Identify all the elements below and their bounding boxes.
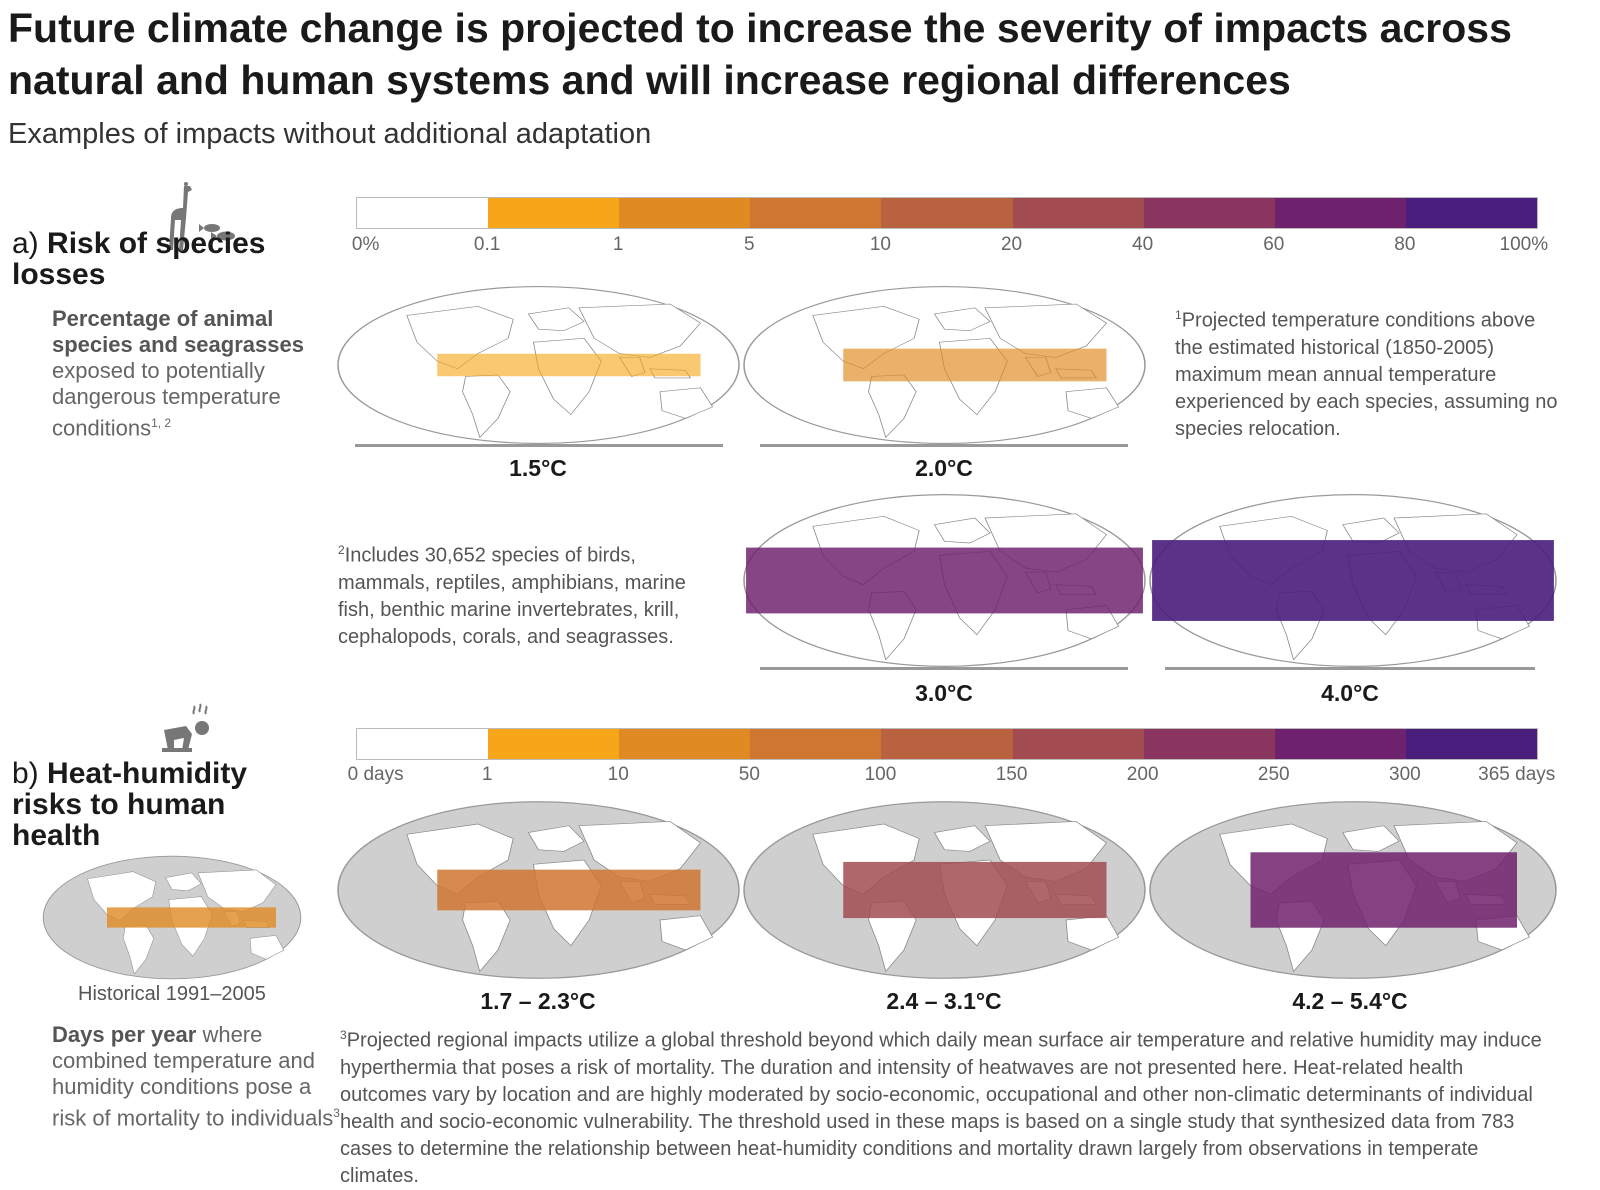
footnote-2: 2Includes 30,652 species of birds, mamma… bbox=[338, 537, 708, 651]
section-b-heading: b) Heat-humidity risks to human health bbox=[12, 758, 302, 851]
section-b-description: Days per year where combined temperature… bbox=[52, 1022, 342, 1131]
species-scale-swatch-2 bbox=[619, 198, 751, 228]
section-a-desc-sup: 1, 2 bbox=[151, 416, 172, 430]
days-scale-tick: 200 bbox=[1126, 764, 1159, 785]
species-loss-map bbox=[337, 285, 740, 445]
historical-map-label: Historical 1991–2005 bbox=[78, 983, 266, 1005]
section-b-desc-sup: 3 bbox=[333, 1106, 340, 1120]
species-scale-swatch-8 bbox=[1405, 198, 1537, 228]
species-scale-swatch-6 bbox=[1143, 198, 1275, 228]
section-a-desc-bold: Percentage of animal species and seagras… bbox=[52, 306, 304, 357]
species-loss-map-label: 1.5°C bbox=[509, 455, 567, 481]
days-scale-swatch-8 bbox=[1405, 729, 1537, 759]
species-scale-tick: 80 bbox=[1394, 234, 1416, 255]
footnote-3-marker: 3 bbox=[340, 1028, 347, 1042]
days-scale-tick: 365 days bbox=[1478, 764, 1556, 785]
species-scale-tick: 0.1 bbox=[473, 234, 501, 255]
days-scale-tick: 100 bbox=[864, 764, 897, 785]
footnote-2-text: Includes 30,652 species of birds, mammal… bbox=[338, 544, 686, 648]
days-scale-tick: 0 days bbox=[347, 764, 404, 785]
days-scale-swatch-1 bbox=[488, 729, 620, 759]
species-loss-map bbox=[743, 494, 1146, 667]
footnote-3: 3Projected regional impacts utilize a gl… bbox=[340, 1022, 1555, 1190]
species-scale-tick: 100% bbox=[1499, 234, 1549, 255]
section-a-letter: a) bbox=[12, 227, 39, 260]
section-b-desc-bold: Days per year bbox=[52, 1022, 197, 1047]
days-per-year-color-scale bbox=[356, 728, 1538, 760]
footnote-1-marker: 1 bbox=[1175, 308, 1182, 322]
days-scale-tick: 300 bbox=[1389, 764, 1421, 785]
species-scale-swatch-5 bbox=[1012, 198, 1144, 228]
days-scale-swatch-6 bbox=[1143, 729, 1275, 759]
footnote-2-marker: 2 bbox=[338, 543, 345, 557]
species-scale-swatch-3 bbox=[750, 198, 882, 228]
giraffe-fish-icon bbox=[162, 180, 242, 260]
heat-humidity-map bbox=[337, 801, 740, 979]
days-scale-tick: 50 bbox=[738, 764, 760, 785]
species-loss-scale-ticks: 0% 0.1 1 5 10 20 40 60 80 100% bbox=[352, 234, 1548, 258]
species-scale-tick: 10 bbox=[869, 234, 892, 255]
heat-humidity-map-label: 2.4 – 3.1°C bbox=[886, 988, 1002, 1014]
heat-stressed-person-icon bbox=[158, 702, 218, 754]
days-scale-swatch-3 bbox=[750, 729, 882, 759]
map-baseline bbox=[760, 444, 1128, 447]
days-scale-swatch-2 bbox=[619, 729, 751, 759]
species-scale-swatch-0 bbox=[357, 198, 489, 228]
map-baseline bbox=[355, 444, 723, 447]
footnote-1-text: Projected temperature conditions above t… bbox=[1175, 309, 1558, 440]
section-b-letter: b) bbox=[12, 757, 39, 790]
days-scale-tick: 150 bbox=[995, 764, 1028, 785]
species-scale-swatch-1 bbox=[488, 198, 620, 228]
section-b-title: Heat-humidity risks to human health bbox=[12, 757, 248, 852]
species-loss-map bbox=[1149, 494, 1557, 667]
species-scale-tick: 1 bbox=[612, 234, 624, 255]
species-scale-tick: 20 bbox=[1000, 234, 1023, 255]
species-scale-swatch-4 bbox=[881, 198, 1013, 228]
section-a-title: Risk of species losses bbox=[12, 227, 266, 291]
days-scale-swatch-4 bbox=[881, 729, 1013, 759]
section-a-desc-rest: exposed to potentially dangerous tempera… bbox=[52, 358, 281, 441]
species-scale-tick: 5 bbox=[744, 234, 755, 255]
species-loss-map bbox=[743, 285, 1146, 445]
days-scale-swatch-7 bbox=[1274, 729, 1406, 759]
footnote-1: 1Projected temperature conditions above … bbox=[1175, 302, 1560, 443]
species-loss-color-scale bbox=[356, 197, 1538, 229]
footnote-3-text: Projected regional impacts utilize a glo… bbox=[340, 1029, 1542, 1187]
species-loss-map-label: 4.0°C bbox=[1321, 680, 1379, 706]
species-scale-tick: 60 bbox=[1263, 234, 1285, 255]
historical-heat-map bbox=[42, 855, 302, 980]
species-scale-swatch-7 bbox=[1274, 198, 1406, 228]
days-scale-tick: 250 bbox=[1257, 764, 1290, 785]
species-scale-tick: 40 bbox=[1132, 234, 1154, 255]
heat-humidity-map bbox=[743, 801, 1146, 979]
section-b-desc-rest: where combined temperature and humidity … bbox=[52, 1022, 334, 1131]
section-a-heading: a) Risk of species losses bbox=[12, 228, 272, 290]
map-baseline bbox=[1165, 667, 1535, 670]
species-loss-map-label: 3.0°C bbox=[915, 680, 973, 706]
heat-humidity-map bbox=[1149, 801, 1557, 979]
days-scale-tick: 1 bbox=[481, 764, 493, 785]
species-loss-map-label: 2.0°C bbox=[915, 455, 973, 481]
days-scale-swatch-0 bbox=[357, 729, 489, 759]
section-a-description: Percentage of animal species and seagras… bbox=[52, 306, 317, 441]
map-baseline bbox=[760, 667, 1128, 670]
species-scale-tick: 0% bbox=[351, 234, 380, 255]
page-title: Future climate change is projected to in… bbox=[8, 5, 1512, 103]
page-subtitle: Examples of impacts without additional a… bbox=[8, 118, 652, 150]
heat-humidity-map-label: 1.7 – 2.3°C bbox=[480, 988, 596, 1014]
days-scale-tick: 10 bbox=[607, 764, 629, 785]
heat-humidity-map-label: 4.2 – 5.4°C bbox=[1292, 988, 1408, 1014]
days-scale-swatch-5 bbox=[1012, 729, 1144, 759]
days-per-year-scale-ticks: 0 days 1 10 50 100 150 200 250 300 365 days bbox=[348, 764, 1556, 788]
